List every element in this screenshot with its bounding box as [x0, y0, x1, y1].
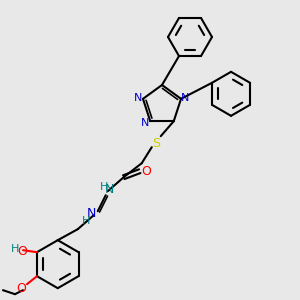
Text: N: N: [134, 93, 142, 103]
Text: N: N: [105, 183, 114, 196]
Text: O: O: [16, 282, 26, 295]
Text: N: N: [141, 118, 149, 128]
Text: N: N: [181, 93, 189, 103]
Text: H: H: [100, 182, 108, 192]
Text: O: O: [141, 165, 151, 178]
Text: H: H: [11, 244, 19, 254]
Text: S: S: [152, 137, 160, 150]
Text: O: O: [17, 245, 27, 258]
Text: N: N: [87, 207, 96, 220]
Text: H: H: [82, 216, 90, 226]
